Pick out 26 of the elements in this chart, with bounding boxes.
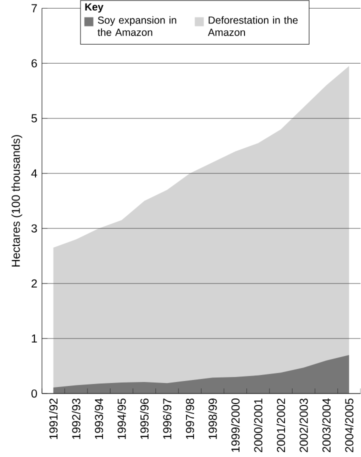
x-tick-label: 1993/94 (94, 398, 104, 439)
y-tick-label: 5 (32, 114, 38, 122)
x-tick-label: 1994/95 (117, 398, 126, 439)
x-tick-label: 2003/2004 (322, 398, 331, 452)
legend-label: Soy expansion in the Amazon (98, 16, 176, 36)
legend-label: Deforestation in the Amazon (208, 16, 298, 36)
y-axis-title: Hectares (100 thousands) (12, 135, 22, 266)
y-tick-label: 7 (32, 4, 37, 12)
x-tick-label: 1991/92 (49, 398, 58, 439)
y-tick-label: 4 (31, 169, 38, 178)
y-tick-label: 1 (32, 334, 37, 342)
y-tick-label: 2 (32, 279, 37, 288)
y-tick-label: 6 (32, 59, 38, 68)
x-tick-label: 1995/96 (140, 398, 149, 439)
legend-title: Key (85, 3, 104, 13)
y-tick-label: 3 (32, 224, 38, 233)
x-tick-label: 1998/99 (208, 398, 217, 439)
x-tick-label: 2002/2003 (299, 398, 308, 452)
y-tick-label: 0 (32, 389, 38, 398)
x-tick-label: 1996/97 (162, 398, 172, 439)
x-tick-label: 1997/98 (186, 398, 194, 439)
x-tick-label: 2004/2005 (344, 398, 354, 452)
x-tick-label: 2000/2001 (254, 398, 262, 452)
x-tick-label: 1992/93 (72, 398, 80, 439)
x-tick-label: 2001/2002 (276, 398, 286, 452)
x-tick-label: 1999/2000 (231, 398, 240, 452)
